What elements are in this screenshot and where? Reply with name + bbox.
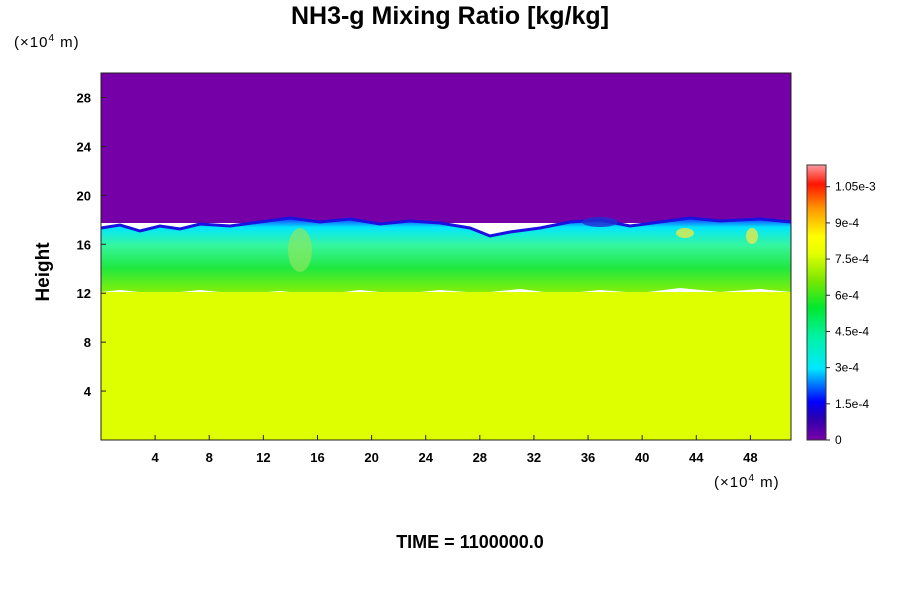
time-label: TIME = 1100000.0	[396, 532, 544, 552]
colorbar-ticks: 0 1.5e-4 3e-4 4.5e-4 6e-4 7.5e-4 9e-4 1.05e-3	[826, 180, 876, 447]
plot-frame	[100, 72, 792, 441]
lower-layer	[101, 292, 791, 440]
x-tick-label: 16	[310, 450, 324, 465]
x-tick-label: 8	[206, 450, 213, 465]
y-tick-label: 8	[84, 335, 91, 350]
x-tick-label: 24	[418, 450, 433, 465]
y-unit-label: (×104 m)	[14, 33, 80, 51]
y-tick-label: 4	[84, 384, 92, 399]
mixed-layer	[101, 218, 791, 295]
y-tick-label: 12	[77, 286, 91, 301]
colorbar	[806, 164, 827, 441]
y-tick-label: 28	[77, 90, 91, 105]
colorbar-tick-label: 3e-4	[835, 361, 859, 375]
x-tick-label: 48	[743, 450, 757, 465]
mixing-front-line	[100, 216, 792, 238]
colorbar-tick-label: 0	[835, 433, 842, 447]
colorbar-tick-label: 6e-4	[835, 288, 859, 302]
x-tick-label: 4	[152, 450, 160, 465]
colorbar-tick-label: 1.05e-3	[835, 180, 876, 194]
colorbar-tick-label: 7.5e-4	[835, 252, 869, 266]
x-axis: 4 8 12 16 20 24 28 32 36 40 44 48	[152, 435, 758, 465]
colorbar-tick-label: 9e-4	[835, 216, 859, 230]
x-tick-label: 32	[527, 450, 541, 465]
colorbar-tick-label: 1.5e-4	[835, 397, 869, 411]
x-unit-label: (×104 m)	[714, 473, 780, 491]
y-axis: 4 8 12 16 20 24 28	[77, 90, 106, 399]
upper-layer	[101, 73, 791, 223]
colorbar-tick-label: 4.5e-4	[835, 324, 869, 338]
x-tick-label: 40	[635, 450, 649, 465]
mixing-eddy	[288, 228, 312, 272]
y-tick-label: 16	[77, 237, 91, 252]
heatmap-field	[100, 73, 792, 440]
x-tick-label: 12	[256, 450, 270, 465]
y-tick-label: 24	[77, 139, 92, 154]
x-tick-label: 20	[364, 450, 378, 465]
x-tick-label: 44	[689, 450, 704, 465]
mixing-eddy	[582, 217, 618, 227]
x-tick-label: 28	[473, 450, 487, 465]
x-tick-label: 36	[581, 450, 595, 465]
mixing-eddy	[746, 228, 758, 244]
chart-title: NH3-g Mixing Ratio [kg/kg]	[290, 2, 610, 30]
mixing-eddy	[676, 228, 694, 238]
y-tick-label: 20	[77, 188, 91, 203]
